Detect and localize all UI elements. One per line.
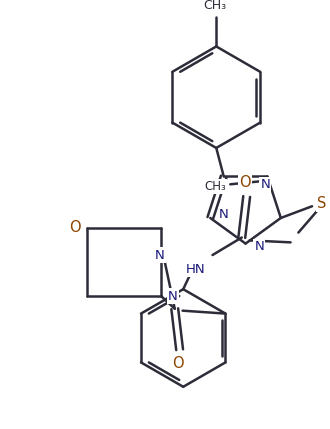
Text: S: S bbox=[317, 196, 326, 211]
Text: N: N bbox=[219, 208, 229, 221]
Text: HN: HN bbox=[186, 263, 206, 276]
Text: CH₃: CH₃ bbox=[205, 180, 226, 193]
Text: N: N bbox=[260, 178, 270, 191]
Text: N: N bbox=[254, 240, 264, 253]
Text: O: O bbox=[69, 220, 81, 235]
Text: O: O bbox=[172, 356, 183, 371]
Text: N: N bbox=[155, 248, 165, 262]
Text: CH₃: CH₃ bbox=[203, 0, 226, 12]
Text: O: O bbox=[239, 175, 250, 190]
Text: N: N bbox=[168, 290, 178, 302]
